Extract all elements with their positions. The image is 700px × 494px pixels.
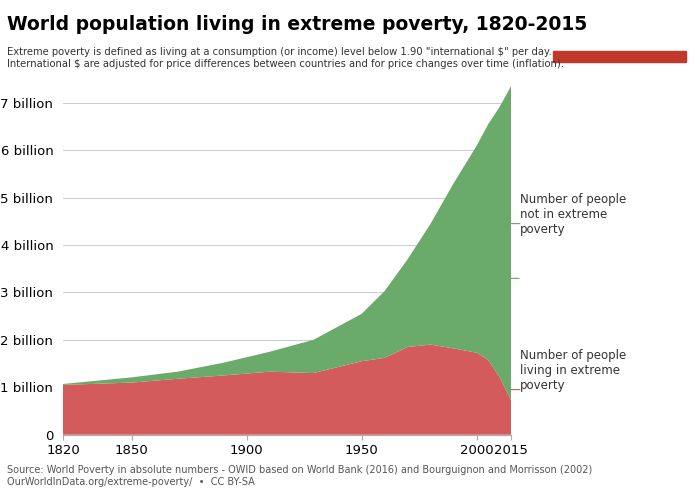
Text: in Data: in Data (597, 40, 642, 49)
Text: ─: ─ (510, 383, 519, 398)
Bar (553, 51, 686, 62)
Text: Extreme poverty is defined as living at a consumption (or income) level below 1.: Extreme poverty is defined as living at … (7, 47, 564, 69)
Text: World population living in extreme poverty, 1820-2015: World population living in extreme pover… (7, 15, 587, 34)
Text: Our World: Our World (588, 25, 651, 35)
Text: Source: World Poverty in absolute numbers - OWID based on World Bank (2016) and : Source: World Poverty in absolute number… (7, 465, 592, 487)
Text: ─: ─ (510, 217, 519, 232)
Text: ─: ─ (510, 272, 519, 286)
Text: Number of people
living in extreme
poverty: Number of people living in extreme pover… (520, 349, 626, 392)
Text: Number of people
not in extreme
poverty: Number of people not in extreme poverty (520, 193, 626, 236)
